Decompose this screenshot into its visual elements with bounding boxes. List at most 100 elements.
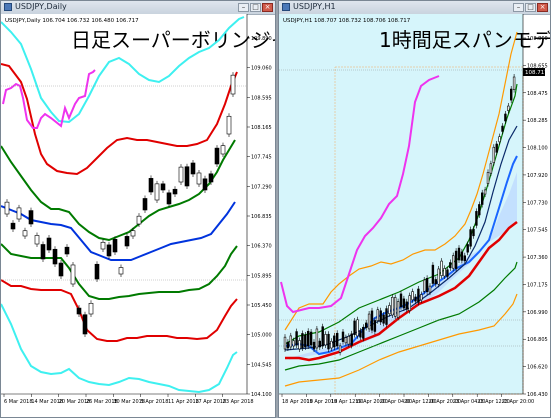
candle [489,163,493,174]
candle [315,328,319,349]
price-tick-label: 106.805 [527,337,548,343]
band-upper-orange [284,31,518,331]
candle [449,262,452,269]
candle [94,263,100,280]
candle [388,305,391,315]
window-title: USDJPY,Daily [15,2,67,11]
candle [399,293,403,308]
title-bar[interactable]: USDJPY,Daily – □ × [1,1,275,15]
candle [367,313,371,330]
candle [214,147,220,165]
price-tick-label: 108.860 [527,36,548,42]
close-button[interactable]: × [262,3,273,12]
daily-bollinger-chart[interactable]: USDJPY,Daily 106.704 106.732 106.480 106… [1,14,275,417]
date-tick-label: 17 Apr 2018 [195,399,226,405]
overlay-title: 日足スーパーボリンジャー [71,28,275,52]
hourly-chart-window[interactable]: USDJPY,H1 – □ × USDJPY,H1 108.707 108.73… [278,0,551,418]
candle [34,235,40,245]
candle [154,183,160,201]
candle [335,332,339,347]
candle [483,189,487,195]
daily-chart-window[interactable]: USDJPY,Daily – □ × USDJPY,Daily 106.704 … [0,0,276,418]
candle [428,285,432,293]
price-tick-label: 105.895 [251,273,272,279]
price-tick-label: 108.165 [251,125,272,131]
close-button[interactable]: × [537,3,548,12]
candle [301,333,304,349]
candle [353,320,356,335]
price-tick-label: 107.745 [251,155,272,161]
price-tick-label: 108.595 [251,95,272,101]
price-tick-label: 106.835 [251,214,272,220]
date-tick-label: 14 Mar 2018 [31,399,63,405]
lagging-line-magenta [280,75,440,314]
hourly-span-chart[interactable]: USDJPY,H1 108.707 108.732 108.706 108.71… [279,14,550,417]
candle [298,340,301,350]
span-line-red [285,221,518,362]
price-tick-label: 109.890 [251,36,272,42]
price-tick-label: 107.545 [527,228,548,234]
candle [292,340,295,347]
candle [402,298,406,309]
band-minus2-red [1,279,238,342]
current-price: 108.717 [525,70,548,76]
maximize-button[interactable]: □ [250,3,261,12]
candle [178,166,184,183]
candle [460,251,464,261]
maximize-button[interactable]: □ [525,3,536,12]
candle [46,237,52,251]
date-tick-label: 23 Apr 20:00 [502,399,535,405]
date-tick-label: 20 Apr 12:00 [404,399,437,405]
middle-band-blue [1,201,236,261]
price-tick-label: 107.920 [527,173,548,179]
candle [28,210,34,225]
candle [376,309,380,322]
candle [142,198,148,211]
date-tick-label: 23 Apr 2018 [223,399,254,405]
candle [454,250,458,269]
chart-window-icon [282,3,290,11]
candle [481,192,484,205]
price-tick-label: 107.175 [527,282,548,288]
plot-area [1,14,247,394]
price-tick-label: 104.545 [251,362,272,368]
candle [362,326,365,339]
candle [341,331,345,342]
title-bar[interactable]: USDJPY,H1 – □ × [279,1,550,15]
price-tick-label: 106.990 [527,310,548,316]
candle [356,319,359,337]
candle [10,222,16,230]
candle [379,310,382,323]
date-tick-label: 5 Apr 2018 [141,399,169,405]
candle [408,295,411,311]
candle [478,204,481,216]
candle [318,340,322,348]
minimize-button[interactable]: – [238,3,249,12]
candle [100,241,106,250]
candle [220,145,226,155]
candle [507,105,510,111]
candle [463,255,466,262]
candle [124,236,130,247]
candle [396,301,400,318]
band-plus2-red [1,63,238,176]
candle [196,172,202,185]
price-tick-label: 108.655 [527,63,548,69]
candle [208,173,214,183]
price-tick-label: 108.285 [527,118,548,124]
price-tick-label: 106.370 [251,244,272,250]
candle [16,207,22,220]
price-tick-label: 104.100 [251,392,272,398]
candle [472,228,475,237]
candle [106,244,112,257]
minimize-button[interactable]: – [513,3,524,12]
candle [498,136,501,143]
candle [190,162,196,175]
current-price-tag [523,68,545,76]
price-tick-label: 109.060 [251,66,272,72]
candle [370,310,374,331]
candle [510,88,513,101]
candle [382,314,385,324]
candle [443,268,446,277]
price-tick-label: 108.475 [527,91,548,97]
